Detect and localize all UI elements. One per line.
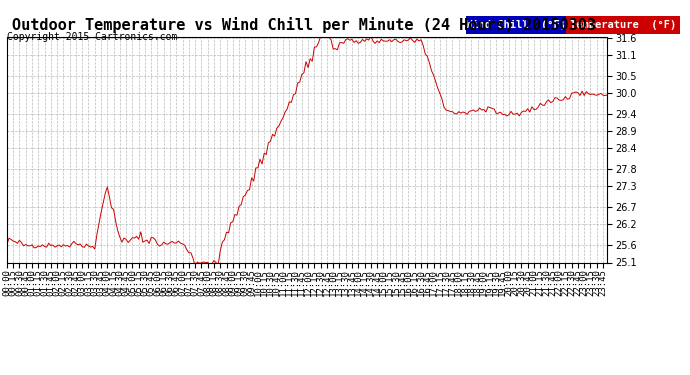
- Text: Temperature  (°F): Temperature (°F): [570, 20, 676, 30]
- Text: Wind Chill  (°F): Wind Chill (°F): [466, 20, 566, 30]
- Text: Outdoor Temperature vs Wind Chill per Minute (24 Hours) 20150303: Outdoor Temperature vs Wind Chill per Mi…: [12, 17, 595, 33]
- Text: Copyright 2015 Cartronics.com: Copyright 2015 Cartronics.com: [7, 32, 177, 42]
